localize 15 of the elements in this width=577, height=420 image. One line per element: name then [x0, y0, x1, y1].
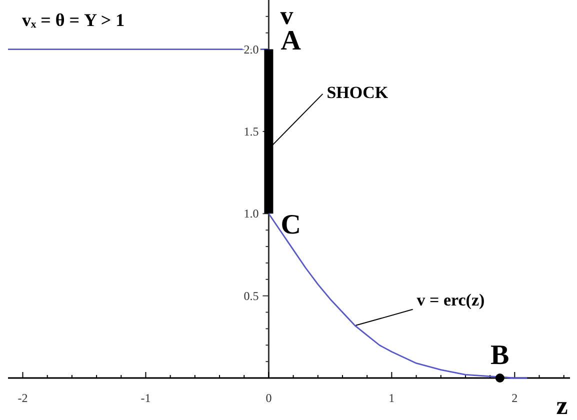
y-tick-label: 0.5 — [244, 288, 259, 303]
x-tick-label: 0 — [266, 391, 272, 405]
y-tick-label: 1.0 — [244, 206, 259, 221]
annotation: B — [490, 340, 510, 371]
annotation: v = erc(z) — [416, 290, 485, 310]
x-axis-title: z — [556, 391, 568, 420]
line-series — [268, 212, 528, 379]
x-tick-label: -1 — [140, 391, 151, 405]
y-tick-label: 1.5 — [244, 124, 259, 138]
x-tick-label: 1 — [388, 391, 395, 405]
annotation: SHOCK — [326, 82, 389, 102]
annotation: vₓ = θ = Y > 1 — [22, 10, 125, 30]
x-tick-label: -2 — [18, 391, 28, 405]
x-tick-label: 2 — [512, 391, 518, 405]
annotation: C — [280, 210, 301, 241]
